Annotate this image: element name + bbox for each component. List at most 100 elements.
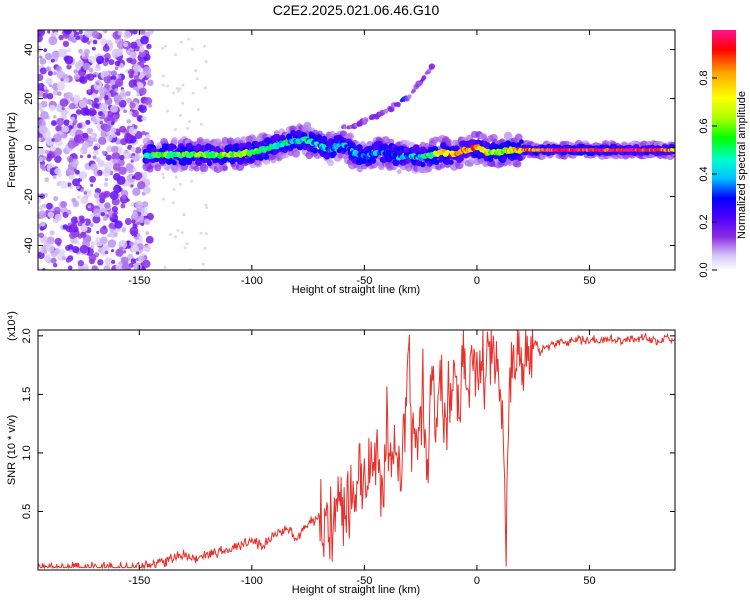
noise-speck	[104, 202, 111, 209]
noise-speck	[119, 125, 127, 133]
noise-speck	[205, 205, 209, 209]
noise-speck	[111, 145, 119, 154]
noise-speck	[90, 109, 97, 116]
noise-speck	[46, 243, 55, 253]
noise-speck	[91, 46, 96, 51]
noise-speck	[103, 30, 108, 34]
noise-speck	[64, 55, 74, 65]
ridge-body-point	[278, 134, 286, 142]
ridge-body-point	[171, 144, 177, 150]
ridge-halo-point	[193, 165, 200, 172]
noise-speck	[92, 215, 101, 224]
noise-speck	[47, 211, 55, 218]
noise-speck	[143, 244, 151, 253]
noise-speck	[58, 249, 65, 255]
noise-speck	[77, 221, 83, 227]
noise-speck	[161, 74, 165, 78]
noise-speck	[141, 130, 146, 136]
noise-speck	[174, 175, 178, 179]
noise-speck	[91, 115, 100, 124]
noise-speck	[104, 57, 110, 63]
noise-speck	[90, 133, 96, 139]
snr-plot-area	[38, 330, 675, 570]
noise-speck	[80, 231, 87, 238]
noise-speck	[138, 235, 143, 241]
noise-speck	[200, 171, 204, 175]
x-tick-label: 0	[474, 575, 480, 587]
x-tick-label: -50	[356, 575, 372, 587]
noise-speck	[86, 73, 95, 81]
noise-speck	[105, 131, 111, 137]
ridge-halo-point	[199, 163, 209, 173]
noise-speck	[72, 94, 81, 103]
noise-speck	[125, 163, 134, 171]
noise-speck	[58, 34, 64, 41]
noise-speck	[114, 220, 123, 229]
noise-speck	[50, 257, 57, 264]
noise-speck	[171, 91, 175, 95]
noise-speck	[194, 69, 198, 73]
noise-speck	[52, 262, 58, 268]
ridge-halo-point	[222, 165, 228, 171]
noise-speck	[63, 49, 68, 54]
noise-speck	[137, 255, 145, 263]
noise-speck	[174, 127, 178, 131]
noise-speck	[93, 192, 101, 199]
noise-speck	[86, 98, 92, 105]
x-tick-label: -100	[241, 575, 263, 587]
noise-speck	[62, 125, 70, 133]
noise-speck	[53, 206, 61, 215]
noise-speck	[130, 41, 138, 49]
noise-speck	[138, 50, 146, 58]
ridge-body-point	[272, 148, 279, 155]
noise-speck	[138, 105, 147, 114]
snr-x-axis-title: Height of straight line (km)	[292, 584, 420, 596]
noise-speck	[110, 249, 115, 253]
noise-speck	[60, 200, 68, 208]
snr-series-line	[38, 330, 675, 570]
noise-speck	[48, 36, 58, 46]
noise-speck	[135, 251, 140, 255]
snr-x-axis: -150 -100 -50 0 50	[128, 330, 596, 587]
noise-speck	[112, 212, 118, 218]
ridge-body-point	[501, 156, 507, 162]
noise-speck	[203, 44, 207, 48]
noise-speck	[69, 185, 74, 190]
noise-speck	[67, 265, 73, 270]
y-tick-label: 1.5	[21, 387, 33, 402]
noise-speck	[104, 257, 114, 266]
noise-speck	[70, 222, 78, 230]
noise-speck	[139, 46, 145, 53]
noise-speck	[70, 216, 79, 225]
noise-speck	[56, 118, 64, 126]
noise-speck	[135, 200, 144, 210]
noise-speck	[103, 265, 111, 270]
noise-speck	[99, 102, 108, 112]
ridge-halo-point	[291, 149, 301, 158]
noise-speck	[68, 229, 73, 233]
noise-speck	[140, 35, 149, 45]
noise-speck	[81, 52, 86, 58]
noise-speck	[195, 77, 199, 81]
noise-speck	[102, 45, 110, 52]
noise-speck	[89, 175, 97, 183]
colorbar-tick-label: 0.0	[698, 262, 710, 277]
noise-speck	[69, 128, 78, 137]
noise-speck	[130, 146, 137, 153]
noise-speck	[108, 43, 113, 47]
noise-speck	[44, 52, 53, 61]
noise-speck	[89, 38, 93, 43]
noise-speck	[52, 174, 57, 179]
noise-speck	[62, 224, 68, 230]
harmonic-point	[365, 118, 369, 123]
noise-speck	[103, 182, 109, 187]
noise-speck	[182, 213, 186, 217]
noise-speck	[114, 60, 121, 67]
noise-speck	[111, 152, 121, 161]
y-tick-label: 2.0	[21, 328, 33, 343]
noise-speck	[83, 263, 88, 268]
noise-speck	[45, 77, 53, 85]
noise-speck	[60, 180, 68, 189]
noise-speck	[93, 74, 97, 78]
noise-speck	[61, 106, 65, 111]
